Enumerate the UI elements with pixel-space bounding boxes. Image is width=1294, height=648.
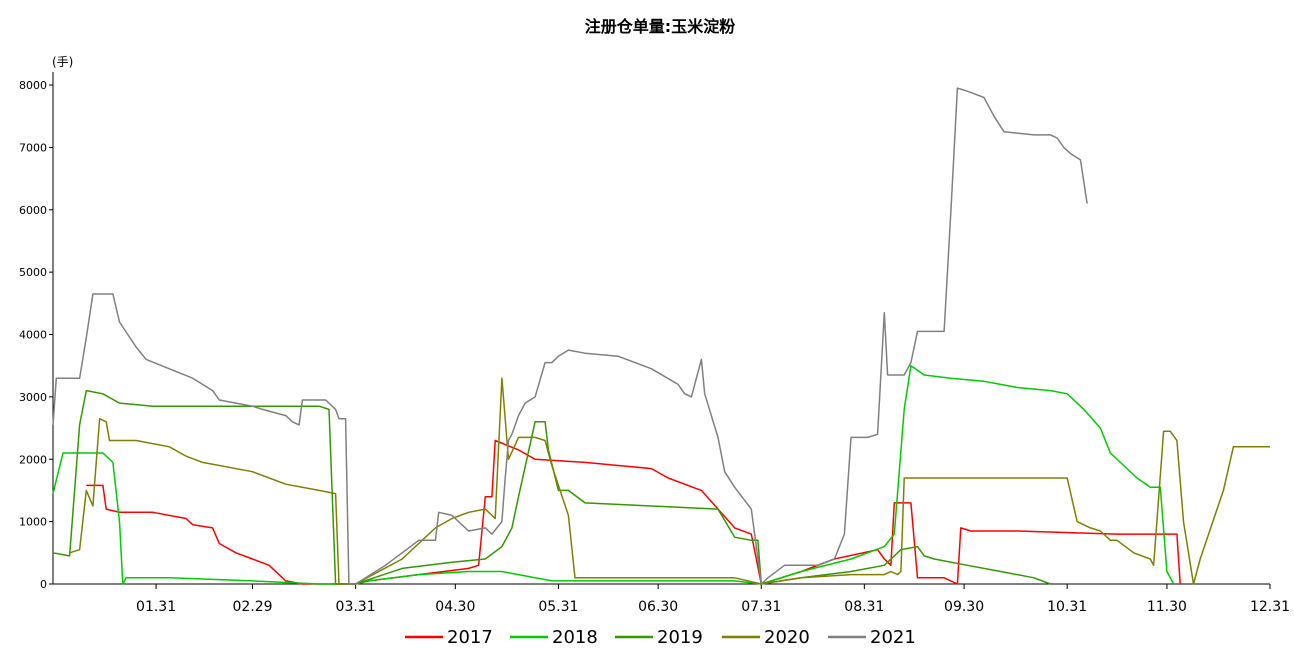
x-tick-label: 05.31 — [538, 599, 578, 615]
y-tick-label: 5000 — [19, 266, 47, 279]
series-line-2018 — [52, 364, 1175, 585]
x-tick-label: 07.31 — [741, 599, 781, 615]
x-tick-label: 02.29 — [232, 599, 272, 615]
y-tick-label: 3000 — [19, 391, 47, 404]
x-tick-label: 12.31 — [1250, 599, 1290, 615]
y-tick-label: 8000 — [19, 79, 47, 92]
chart-title: 注册仓单量:玉米淀粉 — [585, 17, 735, 36]
legend-label-2021: 2021 — [870, 627, 916, 648]
x-tick-label: 01.31 — [136, 599, 176, 615]
y-tick-label: 7000 — [19, 141, 47, 154]
x-tick-label: 08.31 — [844, 599, 884, 615]
x-tick-label: 06.30 — [638, 599, 678, 615]
y-tick-label: 1000 — [19, 516, 47, 529]
series-line-2019 — [52, 389, 1051, 585]
series-line-2021 — [52, 87, 1088, 585]
series-lines — [52, 87, 1270, 585]
y-tick-label: 0 — [40, 578, 47, 591]
legend-label-2017: 2017 — [447, 627, 493, 648]
y-tick-label: 2000 — [19, 453, 47, 466]
y-tick-label: 6000 — [19, 204, 47, 217]
y-tick-label: 4000 — [19, 329, 47, 342]
series-line-2017 — [86, 439, 1181, 585]
y-axis-ticks: 0 1000 2000 3000 4000 5000 6000 7000 8000 — [19, 79, 53, 591]
x-tick-label: 11.30 — [1147, 599, 1187, 615]
y-unit-label: (手) — [52, 55, 73, 69]
legend: 2017 2018 2019 2020 2021 — [405, 627, 916, 648]
series-line-2020 — [69, 377, 1270, 585]
legend-label-2018: 2018 — [552, 627, 598, 648]
x-tick-label: 10.31 — [1047, 599, 1087, 615]
x-tick-label: 03.31 — [336, 599, 376, 615]
legend-label-2020: 2020 — [764, 627, 810, 648]
x-tick-label: 09.30 — [944, 599, 984, 615]
legend-label-2019: 2019 — [657, 627, 703, 648]
x-tick-label: 04.30 — [435, 599, 475, 615]
x-axis-ticks: 01.31 02.29 03.31 04.30 05.31 06.30 07.31 08.31… — [136, 584, 1290, 615]
